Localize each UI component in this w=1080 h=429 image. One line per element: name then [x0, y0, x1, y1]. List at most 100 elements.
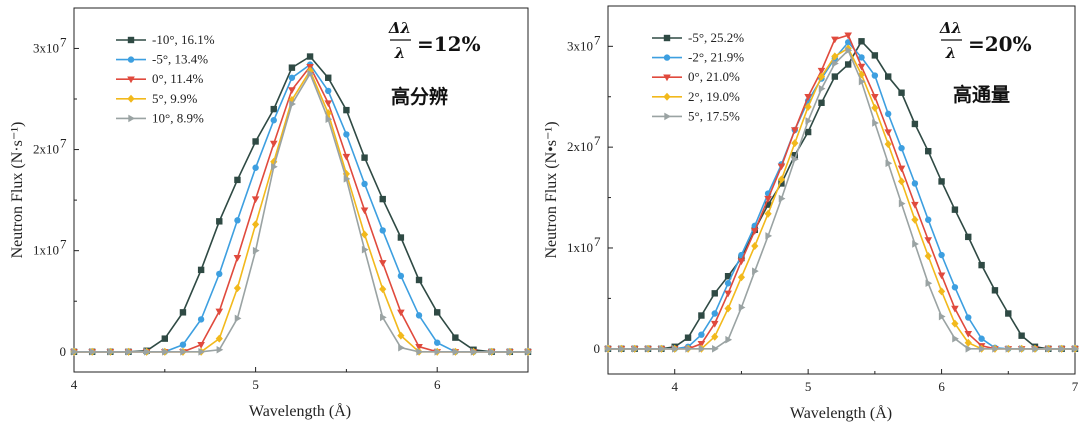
- data-point: [288, 74, 296, 81]
- data-point: [951, 284, 959, 291]
- data-point: [452, 334, 459, 341]
- legend-item: 0°, 21.0%: [652, 69, 740, 84]
- data-point: [911, 180, 919, 187]
- series-2: [70, 63, 532, 356]
- data-point: [738, 303, 746, 312]
- legend-item: 10°, 8.9%: [116, 110, 204, 125]
- data-point: [107, 347, 115, 356]
- data-point: [832, 59, 839, 68]
- data-point: [897, 177, 906, 186]
- data-point: [750, 228, 759, 235]
- data-point: [325, 74, 332, 81]
- data-point: [397, 234, 405, 241]
- data-point: [964, 338, 972, 347]
- left-legend: -10°, 16.1% -5°, 13.4% 0°, 11.4% 5°, 9.9% 10…: [116, 32, 215, 125]
- data-point: [198, 347, 206, 356]
- data-point: [951, 319, 959, 328]
- y-tick-exponent: 7: [594, 133, 601, 148]
- data-point: [197, 342, 205, 349]
- data-point: [952, 334, 959, 343]
- data-point: [764, 195, 772, 203]
- left-x-axis-label: Wavelength (Å): [249, 402, 351, 420]
- data-point: [325, 115, 333, 124]
- data-point: [379, 227, 386, 234]
- left-x-ticks: 4 5 6: [71, 367, 529, 392]
- data-point: [858, 77, 866, 86]
- data-point: [342, 169, 350, 178]
- legend-swatch-marker: [127, 56, 135, 63]
- data-point: [379, 195, 386, 203]
- y-tick-label: 3x10: [33, 40, 59, 55]
- data-point: [805, 117, 813, 125]
- data-point: [397, 331, 405, 340]
- legend-label: -2°, 21.9%: [688, 50, 744, 65]
- data-point: [712, 344, 719, 353]
- data-point: [764, 209, 772, 218]
- right-resolution-value: =20%: [968, 32, 1032, 56]
- data-point: [871, 52, 879, 59]
- data-point: [434, 339, 441, 346]
- data-point: [925, 147, 932, 155]
- left-series: [70, 53, 532, 356]
- data-point: [871, 103, 879, 112]
- data-point: [698, 344, 706, 353]
- data-point: [216, 218, 223, 225]
- data-point: [343, 131, 350, 138]
- legend-label: 0°, 11.4%: [152, 71, 203, 86]
- data-point: [525, 347, 532, 356]
- data-point: [764, 201, 772, 208]
- data-point: [710, 320, 719, 328]
- data-point: [162, 347, 169, 356]
- data-point: [871, 72, 879, 79]
- data-point: [289, 100, 296, 108]
- data-point: [397, 309, 405, 317]
- data-point: [925, 279, 933, 288]
- series-line: [608, 34, 1075, 350]
- data-point: [951, 305, 959, 313]
- data-point: [270, 117, 277, 124]
- data-point: [343, 175, 351, 183]
- data-point: [197, 266, 205, 274]
- y-tick-exponent: 7: [594, 234, 601, 249]
- legend-swatch-marker: [128, 114, 135, 123]
- data-point: [992, 344, 999, 353]
- data-point: [791, 127, 799, 135]
- data-point: [724, 280, 732, 287]
- data-point: [858, 38, 865, 45]
- data-point: [778, 194, 786, 203]
- data-point: [685, 344, 693, 353]
- x-tick-label: 6: [938, 379, 945, 394]
- series-2: [604, 32, 1079, 353]
- legend-item: -2°, 21.9%: [652, 50, 744, 65]
- data-point: [965, 314, 972, 321]
- data-point: [817, 72, 826, 81]
- data-point: [252, 138, 259, 145]
- data-point: [818, 99, 825, 106]
- legend-swatch-marker: [127, 36, 135, 44]
- y-tick-label: 1x10: [567, 240, 593, 255]
- right-y-axis-label: Neutron Flux (N•s⁻¹): [543, 121, 560, 258]
- data-point: [470, 347, 478, 356]
- data-point: [912, 240, 919, 248]
- data-point: [252, 246, 260, 255]
- data-point: [360, 207, 369, 215]
- data-point: [324, 100, 333, 108]
- data-point: [724, 304, 732, 313]
- legend-item: 5°, 17.5%: [652, 108, 740, 123]
- x-tick-label: 5: [805, 379, 812, 394]
- legend-swatch-marker: [663, 54, 671, 61]
- data-point: [631, 344, 639, 353]
- data-point: [938, 251, 945, 259]
- data-point: [711, 290, 718, 297]
- series-1: [70, 61, 532, 355]
- data-point: [965, 344, 973, 353]
- data-point: [697, 341, 706, 348]
- right-fraction-denominator: λ: [945, 44, 957, 62]
- legend-label: -5°, 13.4%: [152, 52, 208, 67]
- data-point: [307, 69, 315, 78]
- data-point: [1018, 332, 1025, 339]
- data-point: [252, 164, 259, 171]
- right-series: [604, 32, 1079, 353]
- data-point: [951, 206, 959, 213]
